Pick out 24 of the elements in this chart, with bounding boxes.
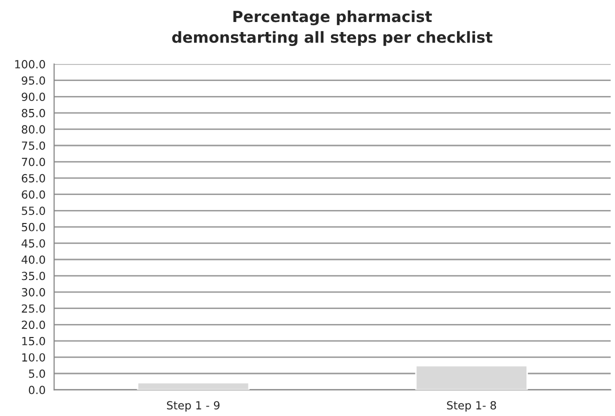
x-tick-label: Step 1- 8: [447, 401, 496, 412]
y-tick-label: 80.0: [22, 125, 46, 134]
y-tick-label: 60.0: [22, 190, 46, 199]
y-tick-label: 5.0: [28, 369, 46, 378]
y-tick-label: 95.0: [22, 76, 46, 85]
y-tick-label: 25.0: [22, 304, 46, 313]
y-tick-label: 45.0: [22, 239, 46, 248]
y-tick-label: 20.0: [22, 320, 46, 330]
y-tick-label: 100.0: [15, 60, 46, 68]
x-tick-label: Step 1 - 9: [166, 401, 220, 412]
y-tick-label: 50.0: [22, 222, 46, 232]
y-tick-label: 15.0: [22, 336, 46, 346]
y-tick-label: 40.0: [22, 255, 46, 264]
y-tick-label: 35.0: [22, 272, 46, 280]
y-tick-label: 90.0: [22, 92, 46, 102]
y-tick-label: 30.0: [22, 288, 46, 296]
y-tick-label: 10.0: [22, 353, 46, 362]
y-tick-label: 75.0: [22, 141, 46, 150]
y-tick-label: 55.0: [22, 206, 46, 216]
y-tick-label: 0.0: [28, 386, 46, 394]
chart-title: Percentage pharmacist demonstarting all steps per checklist: [172, 10, 492, 46]
y-tick-label: 65.0: [22, 174, 46, 182]
y-tick-label: 70.0: [22, 158, 46, 166]
y-tick-label: 85.0: [22, 108, 46, 118]
